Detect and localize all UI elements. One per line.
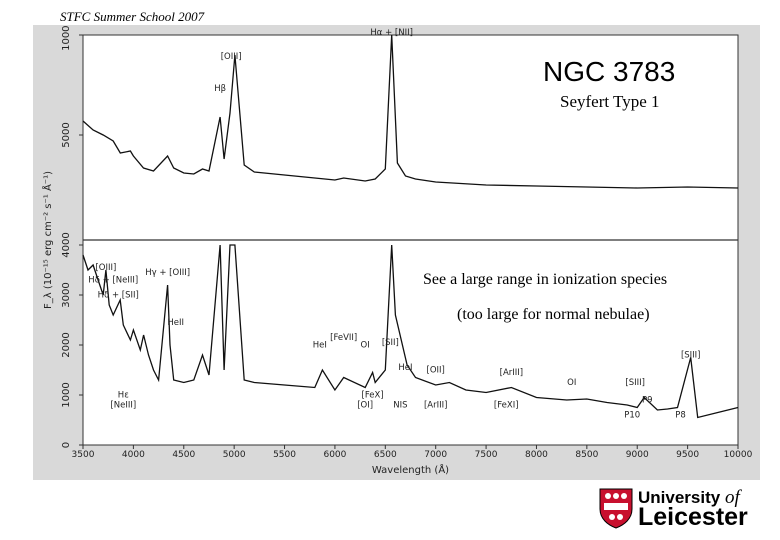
x-tick-label: 5000 (223, 450, 246, 460)
x-tick-label: 7500 (475, 450, 498, 460)
line-annotation: [SII] (382, 338, 399, 348)
line-annotation: NIS (393, 401, 407, 411)
nebulae-note: (too large for normal nebulae) (457, 306, 650, 323)
x-tick-label: 4000 (122, 450, 145, 460)
line-annotation: [FeX] (362, 391, 384, 401)
spectrum-plot: 5000 10000 Hα + [NII] [OIII] Hβ 0 1000 2000 3000… (33, 25, 760, 480)
x-tick-label: 9000 (626, 450, 649, 460)
y-tick-label: 3000 (61, 282, 72, 307)
line-annotation: HeI (313, 341, 327, 351)
line-annotation: P10 (624, 411, 640, 421)
line-annotation: [SIII] (681, 351, 701, 361)
line-annotation: HeII (167, 318, 184, 328)
x-tick-label: 6000 (323, 450, 346, 460)
x-tick-label: 5500 (273, 450, 296, 460)
x-tick-label: 8000 (525, 450, 548, 460)
x-tick-label: 9500 (676, 450, 699, 460)
header-text: STFC Summer School 2007 (60, 9, 205, 24)
line-annotation: Hδ + [SII] (98, 291, 139, 301)
x-tick-label: 3500 (72, 450, 95, 460)
line-annotation: Hγ + [OIII] (145, 268, 190, 278)
university-logo: University of Leicester (598, 487, 768, 531)
line-annotation: [NeIII] (110, 401, 136, 411)
y-axis-label: F_λ (10⁻¹⁵ erg cm⁻² s⁻¹ Å⁻¹) (41, 171, 54, 309)
spectrum-line-top (82, 34, 739, 189)
line-annotation: Hε (118, 391, 129, 401)
line-annotation: [OIII] (95, 263, 116, 273)
spectrum-line-bottom (82, 244, 739, 419)
logo-of: of (724, 487, 740, 508)
line-annotation: P9 (642, 396, 653, 406)
line-annotation: [SIII] (625, 378, 645, 388)
logo-line1: University of (638, 487, 740, 509)
line-annotation: [ArIII] (500, 368, 523, 378)
line-annotation: P8 (675, 411, 686, 421)
y-tick-label: 0 (61, 442, 72, 448)
line-annotation: Hβ (214, 84, 226, 94)
line-annotation: HeI (398, 363, 412, 373)
x-tick-label: 10000 (724, 450, 753, 460)
y-tick-label: 4000 (61, 232, 72, 257)
shield-icon (599, 488, 633, 529)
line-annotation: OI (361, 341, 370, 351)
line-annotation: [ArIII] (424, 401, 447, 411)
line-annotation: [FeXI] (494, 401, 519, 411)
x-tick-label: 7000 (424, 450, 447, 460)
line-annotation: Hα + [NII] (370, 28, 413, 38)
x-tick-label: 4500 (172, 450, 195, 460)
y-tick-label: 10000 (61, 25, 72, 51)
line-annotation: [FeVII] (330, 333, 357, 343)
spectrum-figure: 5000 10000 Hα + [NII] [OIII] Hβ 0 1000 2000 3000… (33, 25, 760, 480)
line-annotation: OI (567, 378, 576, 388)
logo-university: University (638, 488, 721, 507)
line-annotation: [OII] (427, 366, 445, 376)
line-annotation: Hδ + [NeIII] (88, 276, 138, 286)
chart-title: NGC 3783 (543, 56, 676, 87)
x-tick-label: 6500 (374, 450, 397, 460)
y-tick-label: 5000 (61, 122, 72, 147)
logo-leicester: Leicester (638, 503, 748, 531)
line-annotation: [OIII] (221, 52, 242, 62)
x-tick-label: 8500 (575, 450, 598, 460)
ionization-note: See a large range in ionization species (423, 271, 668, 288)
line-annotation: [OI] (357, 401, 373, 411)
y-tick-label: 2000 (61, 332, 72, 357)
chart-subtitle: Seyfert Type 1 (560, 92, 660, 111)
x-axis-label: Wavelength (Å) (372, 463, 449, 476)
y-tick-label: 1000 (61, 382, 72, 407)
